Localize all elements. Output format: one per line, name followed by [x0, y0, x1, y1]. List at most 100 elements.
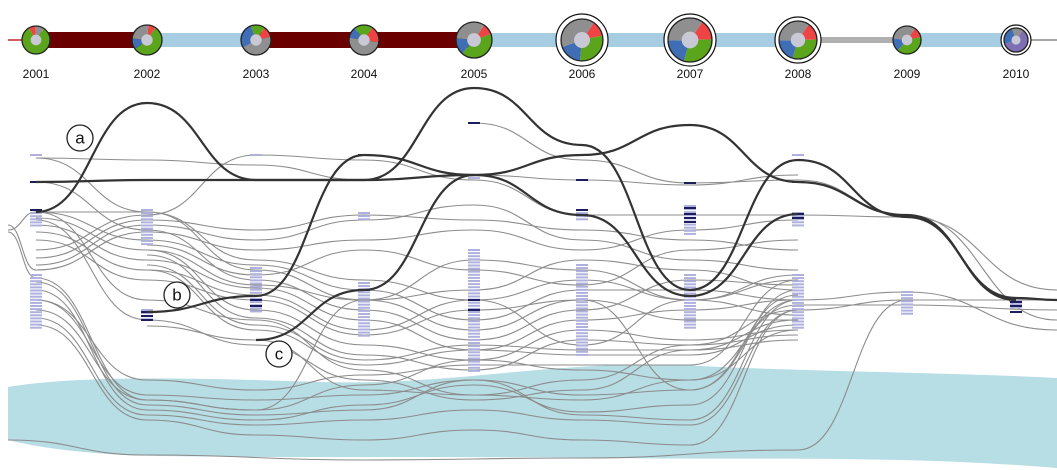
- column-marker: [792, 274, 804, 276]
- column-marker: [901, 312, 913, 315]
- column-marker: [141, 319, 153, 321]
- year-labels: 2001 2002 2003 2004 2005 2006 2007 2008 2009 2010: [23, 67, 1030, 81]
- column-marker: [468, 252, 480, 255]
- column-marker: [468, 329, 480, 332]
- column-marker: [468, 261, 480, 264]
- column-marker: [576, 341, 588, 344]
- column-marker: [576, 179, 588, 181]
- column-marker: [468, 366, 480, 369]
- pie-border: [348, 24, 380, 56]
- column-marker: [30, 314, 42, 317]
- column-marker: [684, 221, 696, 223]
- year-label-2009: 2009: [894, 67, 921, 81]
- column-marker: [1010, 303, 1022, 306]
- column-marker: [250, 273, 262, 276]
- storyline: [35, 289, 799, 421]
- column-marker: [576, 218, 588, 221]
- storyline: [146, 249, 799, 361]
- column-marker: [250, 310, 262, 313]
- column-marker: [141, 309, 153, 311]
- column-marker: [250, 288, 262, 291]
- column-marker: [358, 297, 370, 300]
- pie-slice: [779, 20, 809, 41]
- column-marker: [684, 286, 696, 289]
- column-marker: [792, 308, 804, 311]
- column-marker: [576, 326, 588, 328]
- pie-border: [892, 25, 922, 55]
- column-marker: [358, 319, 370, 322]
- callout-b-label: b: [172, 286, 181, 305]
- column-marker: [792, 286, 804, 289]
- column-marker: [468, 264, 480, 267]
- callout-b: b: [163, 281, 191, 309]
- column-marker: [468, 323, 480, 326]
- column-marker: [358, 215, 370, 218]
- column-marker: [468, 295, 480, 298]
- pie-center: [30, 34, 42, 46]
- year-label-2010: 2010: [1003, 67, 1030, 81]
- column-marker: [576, 319, 588, 322]
- column-marker: [684, 326, 696, 329]
- column-marker: [468, 177, 480, 180]
- column-marker: [141, 227, 153, 230]
- column-marker: [30, 209, 42, 211]
- storyline: [146, 269, 799, 366]
- column-marker: [358, 300, 370, 303]
- column-marker: [30, 301, 42, 304]
- column-marker: [1010, 301, 1022, 303]
- column-marker: [576, 322, 588, 325]
- year-pie-2002: [131, 24, 163, 56]
- column-marker: [30, 215, 42, 218]
- column-marker: [792, 311, 804, 314]
- column-marker: [250, 305, 262, 307]
- column-marker: [684, 305, 696, 307]
- column-marker: [792, 298, 804, 301]
- column-marker: [468, 363, 480, 366]
- column-marker: [576, 329, 588, 332]
- column-marker: [141, 212, 153, 215]
- pie-slice: [1011, 28, 1023, 40]
- column-marker: [576, 338, 588, 341]
- year-pie-2004: [348, 24, 380, 56]
- column-marker: [792, 221, 804, 224]
- year-label-2001: 2001: [23, 67, 50, 81]
- column-marker: [576, 335, 588, 338]
- column-marker: [684, 280, 696, 283]
- column-marker: [684, 301, 696, 304]
- column-marker: [576, 301, 588, 304]
- pie-border: [455, 21, 493, 59]
- column-marker: [30, 292, 42, 295]
- column-marker: [576, 332, 588, 335]
- callout-c: c: [265, 340, 293, 368]
- column-marker: [250, 301, 262, 304]
- storyline: [35, 294, 799, 401]
- column-marker: [684, 311, 696, 314]
- pie-slice: [349, 37, 379, 55]
- highlighted-storyline: [35, 86, 1057, 302]
- column-marker: [468, 338, 480, 341]
- column-marker: [358, 306, 370, 309]
- column-marker: [901, 297, 913, 300]
- column-marker: [468, 309, 480, 311]
- timeline-segment: [36, 32, 147, 48]
- year-pie-2005: [455, 21, 493, 59]
- column-marker: [684, 274, 696, 276]
- column-marker: [1010, 306, 1022, 309]
- column-marker: [792, 295, 804, 298]
- column-marker: [792, 215, 804, 218]
- year-label-2003: 2003: [243, 67, 270, 81]
- storyline: [35, 309, 799, 426]
- column-marker: [684, 217, 696, 219]
- column-marker: [30, 298, 42, 301]
- column-marker: [468, 249, 480, 251]
- column-marker: [468, 335, 480, 338]
- column-marker: [792, 305, 804, 307]
- column-marker: [468, 317, 480, 320]
- column-marker: [792, 289, 804, 292]
- pie-slice: [243, 36, 271, 55]
- column-marker: [901, 291, 913, 293]
- column-marker: [358, 328, 370, 331]
- column-marker: [468, 332, 480, 335]
- column-marker: [792, 317, 804, 320]
- timeline-segment: [474, 33, 582, 47]
